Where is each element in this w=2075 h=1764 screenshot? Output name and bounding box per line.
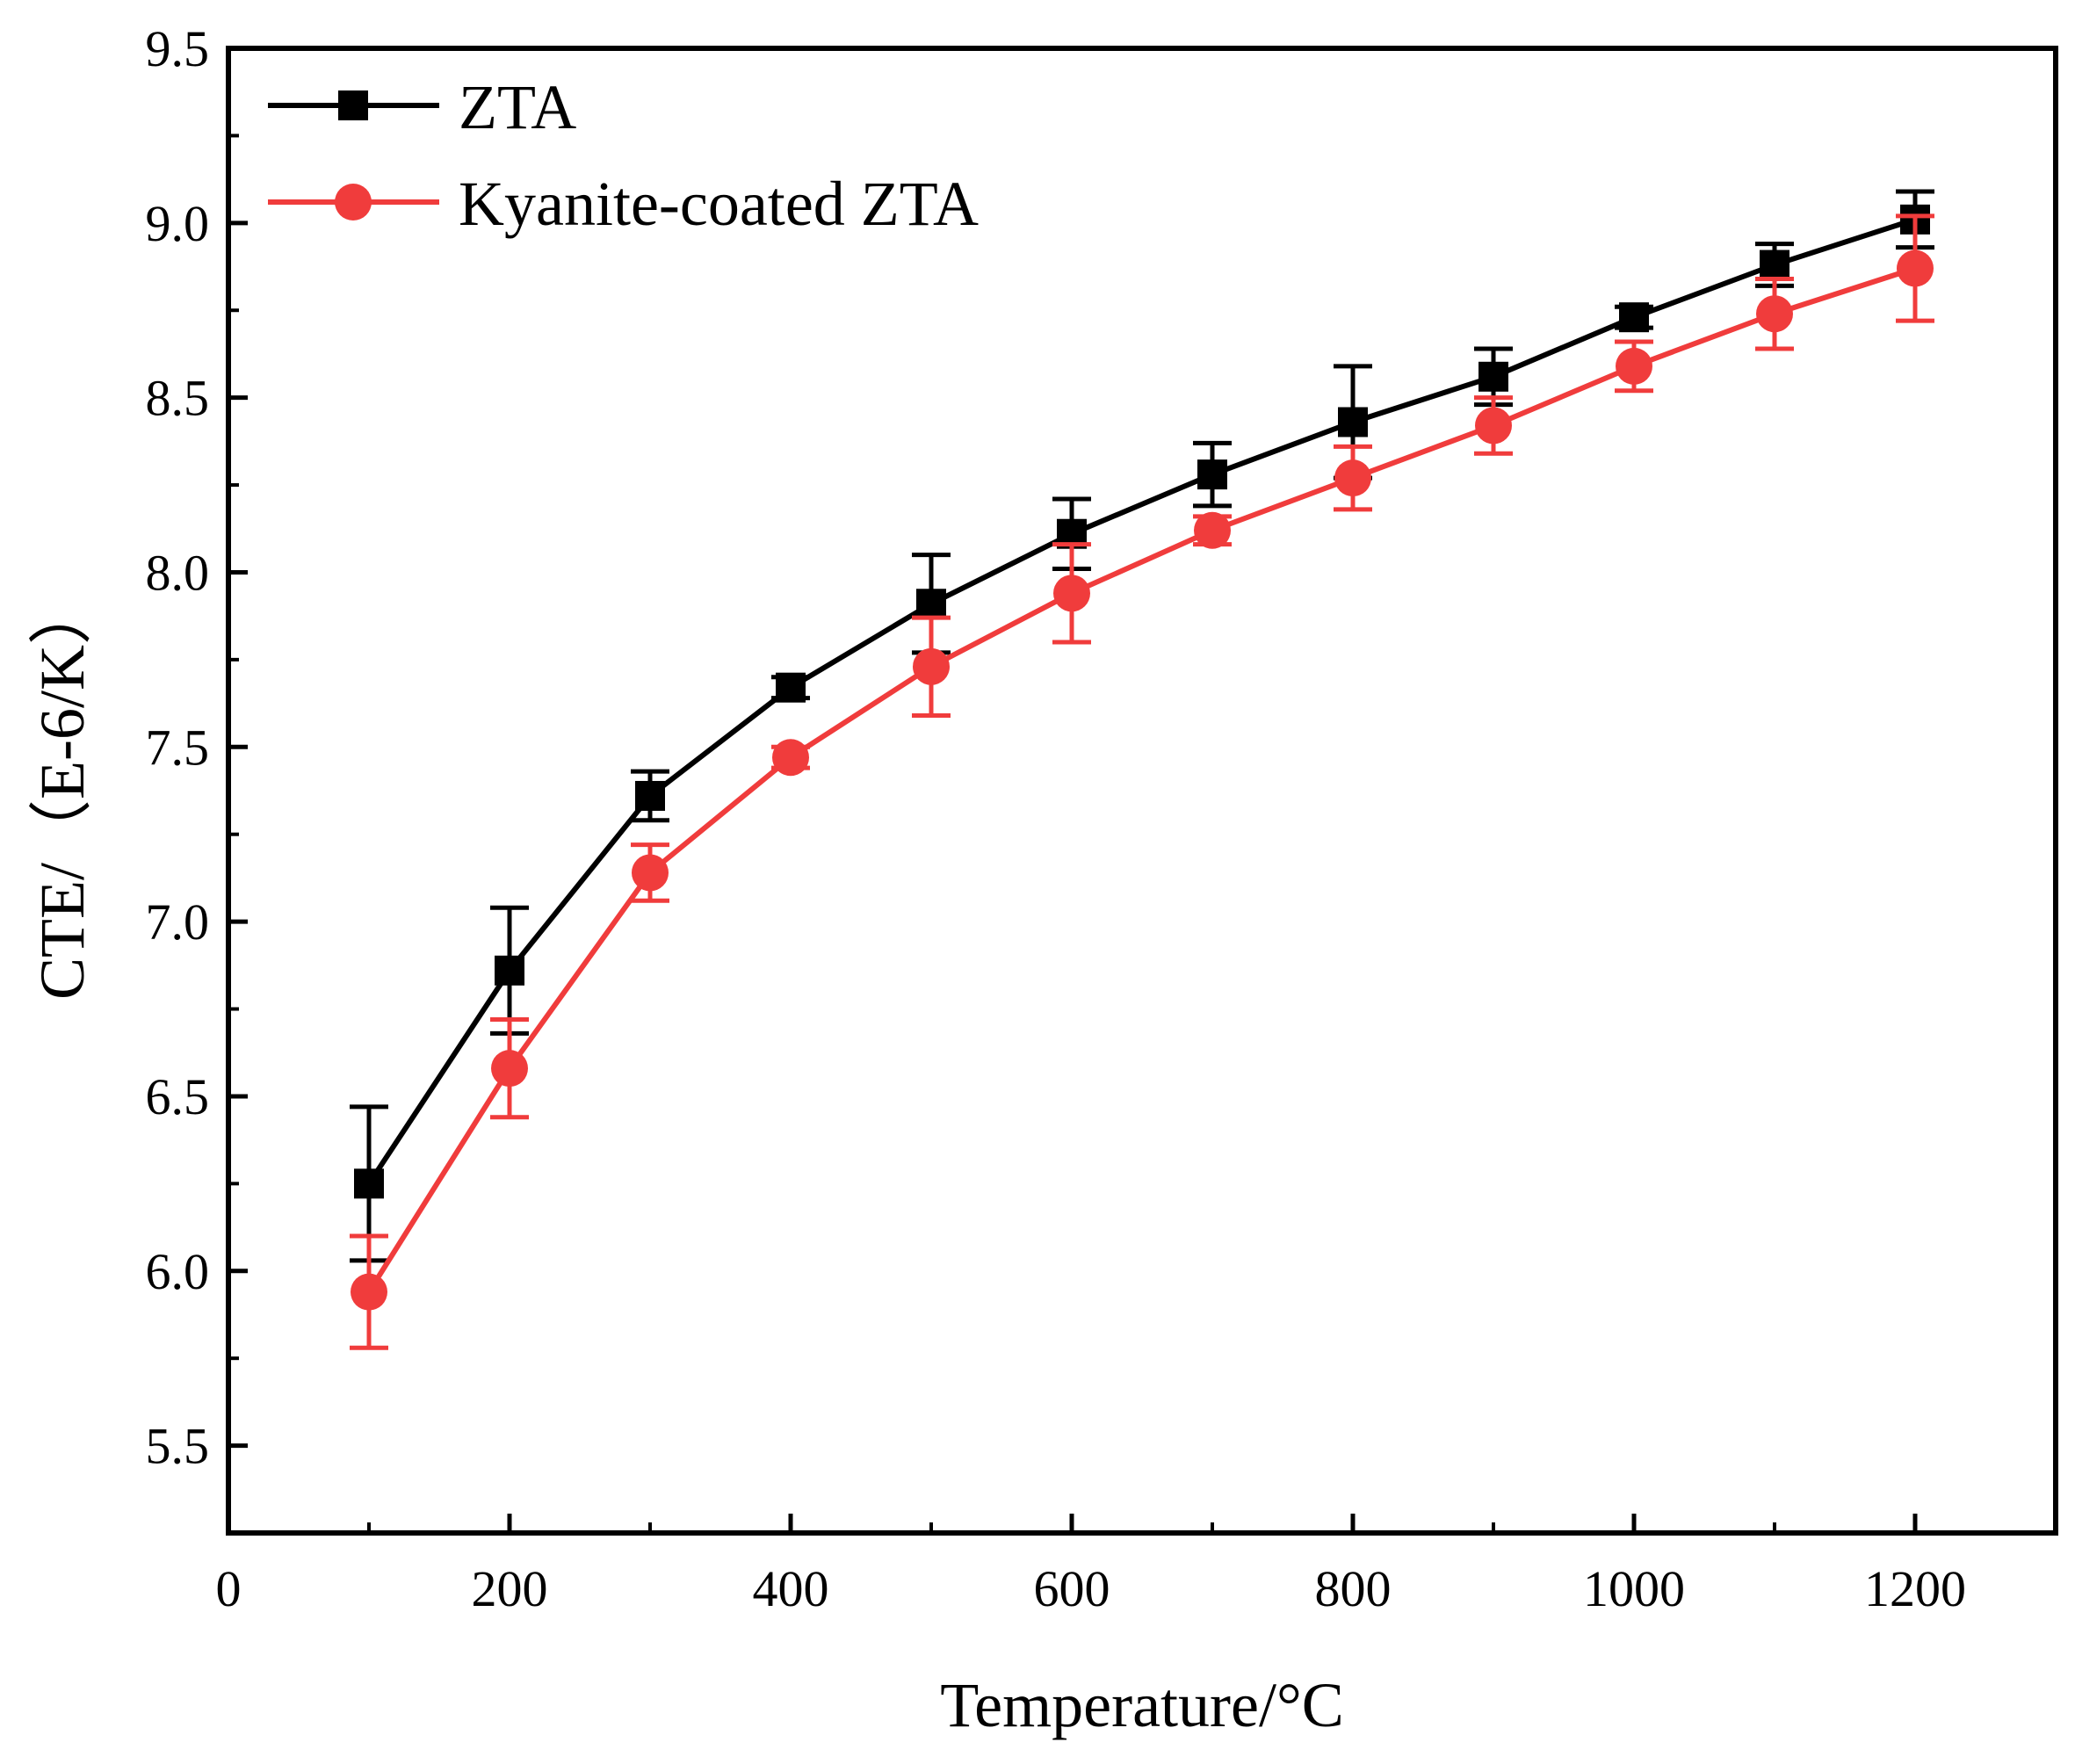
- y-tick-label: 8.5: [146, 370, 210, 427]
- data-point: [776, 672, 806, 703]
- y-tick-labels: 5.5 6.0 6.5 7.0 7.5 8.0 8.5 9.0 9.5: [146, 20, 210, 1475]
- y-tick-label: 7.5: [146, 719, 210, 776]
- data-point: [1619, 302, 1649, 333]
- x-tick-label: 400: [753, 1560, 829, 1617]
- series-kyanite-coated-zta: [350, 213, 1934, 1350]
- data-point: [1479, 361, 1508, 392]
- data-point: [495, 955, 524, 986]
- data-point: [1194, 511, 1231, 549]
- y-tick-label: 6.0: [146, 1243, 210, 1300]
- legend-marker-kyanite: [335, 184, 372, 220]
- data-point: [916, 589, 946, 619]
- data-series: [350, 189, 1934, 1350]
- plot-frame: [226, 46, 2058, 1536]
- y-axis-title: CTE/（E-6/K）: [27, 582, 98, 1000]
- y-tick-label: 5.5: [146, 1418, 210, 1475]
- x-tick-labels: 0 200 400 600 800 1000 1200: [216, 1560, 1967, 1617]
- data-point: [1475, 407, 1512, 445]
- data-point: [1756, 295, 1793, 333]
- x-tick-label: 600: [1034, 1560, 1110, 1617]
- data-point: [351, 1273, 387, 1311]
- series-line: [366, 216, 1916, 1186]
- legend-label-kyanite: Kyanite-coated ZTA: [459, 169, 979, 239]
- x-axis-title: Temperature/°C: [940, 1670, 1344, 1740]
- data-point: [1197, 459, 1227, 490]
- x-axis-ticks: [226, 1514, 1918, 1533]
- data-point: [772, 739, 809, 777]
- data-point: [1338, 407, 1368, 437]
- x-tick-label: 1000: [1583, 1560, 1685, 1617]
- y-tick-label: 8.0: [146, 544, 210, 601]
- x-tick-label: 0: [216, 1560, 242, 1617]
- legend: ZTA Kyanite-coated ZTA: [268, 72, 979, 239]
- series-line: [366, 265, 1916, 1294]
- data-point: [1760, 249, 1789, 280]
- data-point: [1053, 575, 1090, 612]
- legend-marker-zta: [338, 90, 368, 120]
- y-tick-label: 9.5: [146, 20, 210, 77]
- data-point: [354, 1168, 384, 1199]
- data-point: [491, 1050, 528, 1088]
- y-tick-label: 6.5: [146, 1068, 210, 1125]
- y-tick-label: 7.0: [146, 893, 210, 951]
- x-tick-label: 200: [472, 1560, 548, 1617]
- y-axis-ticks: [228, 46, 248, 1535]
- data-point: [632, 854, 669, 892]
- data-point: [1334, 459, 1371, 497]
- y-tick-label: 9.0: [146, 195, 210, 252]
- x-tick-label: 800: [1315, 1560, 1392, 1617]
- legend-label-zta: ZTA: [459, 72, 576, 142]
- data-point: [1897, 249, 1934, 287]
- data-point: [913, 647, 950, 685]
- series-zta: [350, 189, 1934, 1263]
- x-tick-label: 1200: [1864, 1560, 1966, 1617]
- data-point: [635, 780, 665, 811]
- data-point: [1616, 347, 1652, 385]
